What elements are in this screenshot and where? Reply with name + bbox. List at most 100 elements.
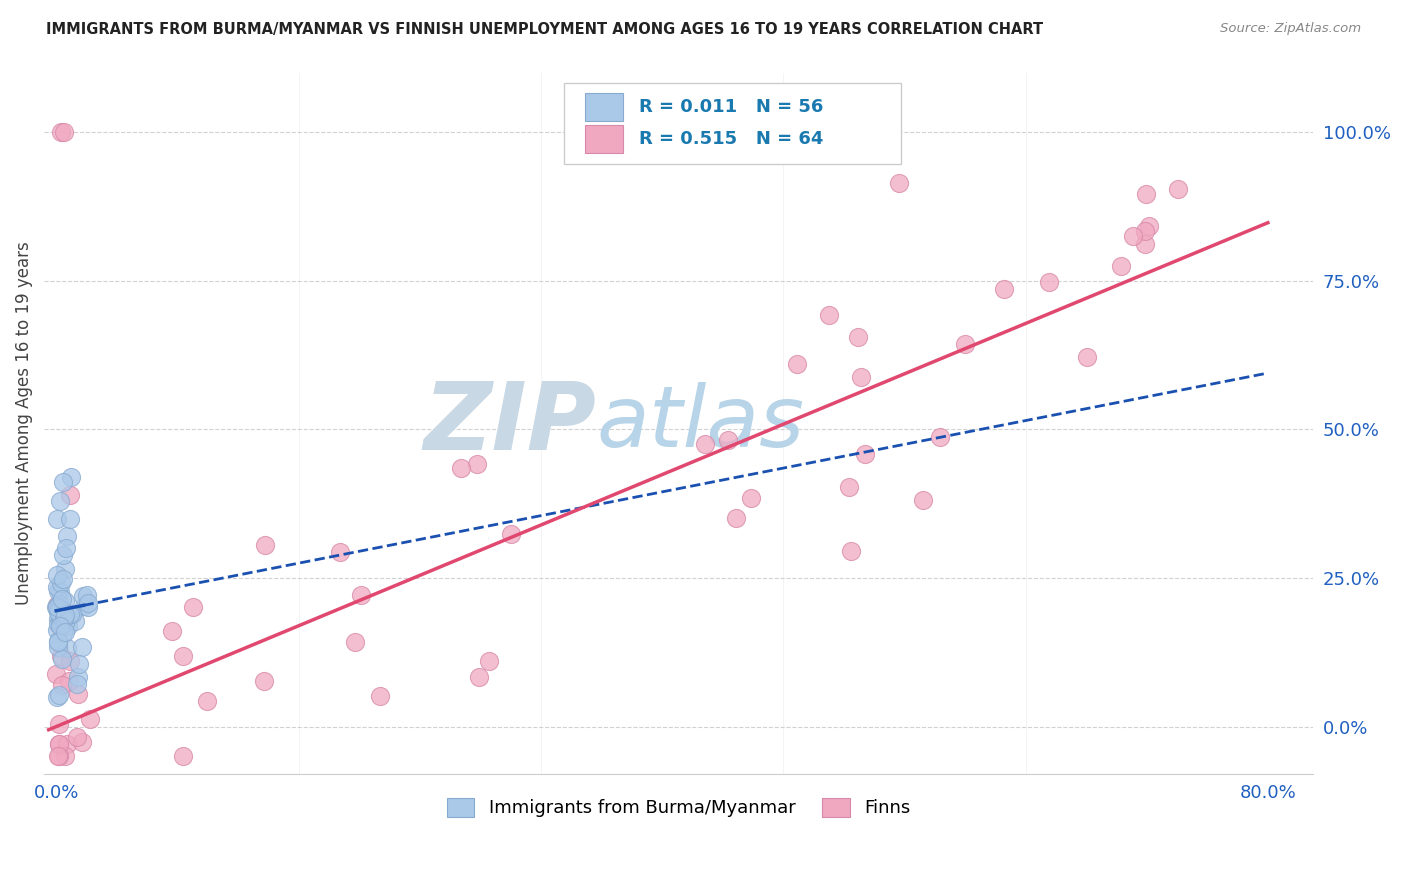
Point — [181, 599, 204, 614]
Point — [77, 596, 100, 610]
Point — [45, 667, 67, 681]
Point — [1038, 275, 1060, 289]
Point — [52, 475, 75, 489]
Text: atlas: atlas — [596, 382, 804, 465]
Point — [620, 125, 643, 139]
Point — [46, 749, 69, 764]
Point — [67, 657, 90, 671]
Point — [46, 640, 69, 655]
Point — [60, 470, 83, 484]
Point — [45, 599, 67, 613]
Point — [48, 600, 70, 615]
Point — [52, 548, 75, 562]
Point — [59, 487, 82, 501]
Point — [846, 329, 869, 343]
Point — [59, 607, 82, 622]
Point — [993, 282, 1015, 296]
Point — [468, 670, 491, 684]
Point — [253, 673, 276, 688]
Point — [46, 635, 69, 649]
FancyBboxPatch shape — [585, 125, 623, 153]
Point — [838, 480, 860, 494]
Point — [48, 737, 70, 751]
Point — [1076, 350, 1098, 364]
Point — [889, 177, 911, 191]
Point — [329, 544, 352, 558]
Point — [849, 370, 872, 384]
Point — [1137, 219, 1160, 233]
Point — [53, 611, 76, 625]
Point — [46, 634, 69, 648]
Point — [48, 717, 70, 731]
Point — [76, 588, 98, 602]
Point — [46, 568, 69, 582]
Text: ZIP: ZIP — [423, 377, 596, 469]
Point — [51, 610, 73, 624]
Point — [45, 690, 67, 704]
Point — [953, 336, 976, 351]
Point — [49, 648, 72, 663]
Point — [1135, 186, 1157, 201]
Point — [48, 615, 70, 629]
Point — [79, 712, 101, 726]
Point — [59, 512, 82, 526]
Point — [45, 624, 67, 638]
Point — [67, 669, 90, 683]
Point — [58, 674, 80, 689]
Point — [77, 600, 100, 615]
FancyBboxPatch shape — [564, 84, 901, 164]
Point — [49, 608, 72, 623]
Point — [66, 677, 89, 691]
Point — [350, 588, 373, 602]
Point — [52, 625, 75, 640]
Point — [53, 562, 76, 576]
Point — [56, 641, 79, 656]
Point — [740, 491, 762, 506]
Point — [48, 597, 70, 611]
Point — [465, 457, 488, 471]
Point — [1167, 182, 1189, 196]
Point — [693, 437, 716, 451]
Point — [72, 589, 94, 603]
Point — [52, 572, 75, 586]
Point — [46, 604, 69, 618]
Point — [67, 688, 90, 702]
Point — [478, 654, 501, 668]
Point — [48, 688, 70, 702]
Point — [51, 591, 73, 606]
Point — [1122, 229, 1144, 244]
Point — [63, 615, 86, 629]
Point — [52, 125, 75, 139]
Point — [46, 605, 69, 619]
Point — [55, 529, 77, 543]
FancyBboxPatch shape — [585, 93, 623, 120]
Point — [62, 607, 84, 621]
Point — [195, 694, 218, 708]
Point — [786, 357, 808, 371]
Point — [818, 308, 841, 322]
Point — [59, 654, 82, 668]
Point — [46, 511, 69, 525]
Point — [48, 619, 70, 633]
Y-axis label: Unemployment Among Ages 16 to 19 years: Unemployment Among Ages 16 to 19 years — [15, 242, 32, 606]
Point — [66, 731, 89, 745]
Point — [172, 749, 194, 764]
Point — [49, 125, 72, 139]
Point — [450, 460, 472, 475]
Text: IMMIGRANTS FROM BURMA/MYANMAR VS FINNISH UNEMPLOYMENT AMONG AGES 16 TO 19 YEARS : IMMIGRANTS FROM BURMA/MYANMAR VS FINNISH… — [46, 22, 1043, 37]
Point — [72, 735, 94, 749]
Point — [48, 493, 70, 508]
Point — [172, 648, 194, 663]
Point — [49, 585, 72, 599]
Point — [46, 602, 69, 616]
Point — [72, 599, 94, 613]
Legend: Immigrants from Burma/Myanmar, Finns: Immigrants from Burma/Myanmar, Finns — [440, 791, 918, 825]
Point — [45, 599, 67, 614]
Point — [58, 619, 80, 633]
Point — [48, 738, 70, 752]
Point — [45, 580, 67, 594]
Point — [51, 652, 73, 666]
Point — [929, 430, 952, 444]
Point — [48, 612, 70, 626]
Point — [160, 624, 183, 638]
